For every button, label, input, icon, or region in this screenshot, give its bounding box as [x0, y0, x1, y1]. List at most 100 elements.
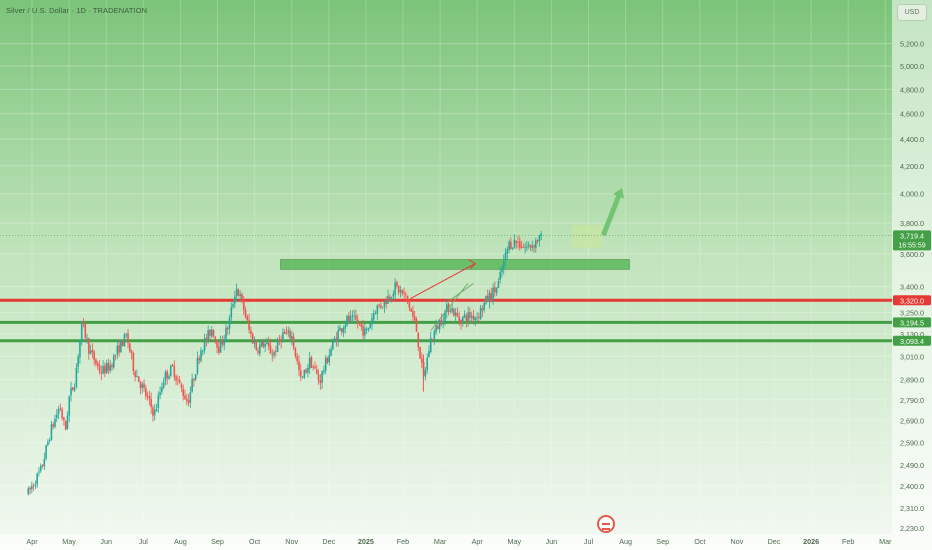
consolidation-box[interactable] [571, 224, 602, 248]
candle-body [66, 415, 69, 429]
candle-body [299, 370, 302, 377]
candle-body [91, 349, 94, 353]
candle-body [456, 313, 459, 317]
candle-body [102, 366, 104, 374]
time-tick-label: 2025 [358, 537, 374, 546]
candle-body [153, 410, 156, 416]
candle-body [225, 327, 227, 341]
candle-body [490, 293, 493, 300]
candle-body [460, 319, 462, 324]
candle-body [529, 244, 532, 248]
candle-body [52, 424, 55, 427]
level-tag[interactable] [893, 295, 931, 306]
candle-body [169, 365, 172, 376]
time-axis-background[interactable] [0, 534, 892, 550]
candle-body [355, 315, 357, 320]
time-tick-label: Apr [472, 537, 484, 546]
candle-body [73, 387, 76, 391]
time-tick-label: May [62, 537, 76, 546]
candle-body [271, 354, 274, 356]
candle-body [168, 376, 170, 380]
candle-body [538, 235, 541, 242]
candle-body [255, 342, 258, 351]
candle-body [127, 333, 129, 344]
candle-body [262, 341, 265, 348]
candle-body [178, 379, 181, 383]
candle-body [453, 309, 455, 317]
candle-body [98, 365, 101, 372]
time-tick-label: Aug [619, 537, 632, 546]
candle-body [189, 392, 192, 403]
candle-body [501, 269, 503, 272]
candle-body [70, 387, 72, 396]
candle-body [474, 317, 477, 321]
candle-body [339, 327, 341, 331]
time-tick-label: Aug [174, 537, 187, 546]
candle-body [504, 252, 507, 261]
candle-body [406, 295, 409, 301]
trend-line[interactable] [410, 263, 476, 300]
tradingview-logo-icon[interactable] [597, 515, 615, 533]
candle-body [212, 329, 215, 338]
candle-body [232, 304, 234, 307]
candle-body [187, 400, 190, 404]
candle-body [511, 247, 514, 250]
candle-body [315, 369, 318, 374]
candle-body [485, 296, 487, 304]
candle-body [478, 317, 480, 318]
candle-body [137, 376, 140, 382]
candle-body [438, 320, 441, 330]
channel-line[interactable] [430, 283, 469, 331]
price-axis-background[interactable] [892, 0, 932, 550]
target-arrow[interactable] [598, 186, 628, 238]
candle-body [330, 349, 332, 357]
price-tick-label: 2,310.0 [900, 504, 924, 513]
price-tick-label: 2,590.0 [900, 438, 924, 447]
candle-body [31, 486, 33, 489]
candle-body [428, 351, 430, 358]
candle-body [218, 346, 220, 353]
candle-body [253, 342, 256, 344]
candle-body [305, 369, 307, 373]
candle-body [109, 365, 112, 371]
channel-line[interactable] [447, 282, 474, 303]
candle-body [159, 392, 161, 396]
trend-arrowhead [468, 259, 477, 269]
candle-body [365, 329, 368, 330]
candle-body [497, 280, 500, 288]
level-tag[interactable] [893, 335, 931, 346]
candle-body [223, 340, 225, 346]
candle-body [413, 316, 416, 321]
candle-body [96, 363, 99, 366]
currency-badge[interactable]: USD [897, 4, 927, 21]
candle-body [150, 398, 152, 408]
level-tag[interactable] [893, 317, 931, 328]
target-arrow-shape [601, 188, 625, 237]
candle-body [483, 302, 485, 311]
resistance-zone[interactable] [280, 259, 630, 270]
candle-body [77, 356, 79, 367]
candle-body [321, 371, 323, 383]
candle-body [451, 308, 453, 312]
candle-body [535, 240, 537, 248]
candle-body [242, 299, 245, 310]
candle-body [381, 306, 384, 308]
candle-body [291, 335, 293, 340]
candle-body [508, 241, 510, 250]
candle-body [260, 341, 263, 346]
candle-body [161, 387, 163, 392]
candle-body [540, 233, 542, 237]
candle-body [426, 357, 428, 371]
last-price-label: 3,719.4 [900, 231, 924, 240]
candle-body [43, 459, 46, 467]
candle-body [301, 376, 304, 378]
price-tick-label: 4,600.0 [900, 110, 924, 119]
candle-body [465, 315, 468, 322]
candle-body [36, 473, 38, 485]
time-tick-label: 2026 [803, 537, 819, 546]
time-tick-label: Jun [100, 537, 112, 546]
candle-body [32, 485, 35, 487]
last-price-tag[interactable] [893, 230, 931, 251]
